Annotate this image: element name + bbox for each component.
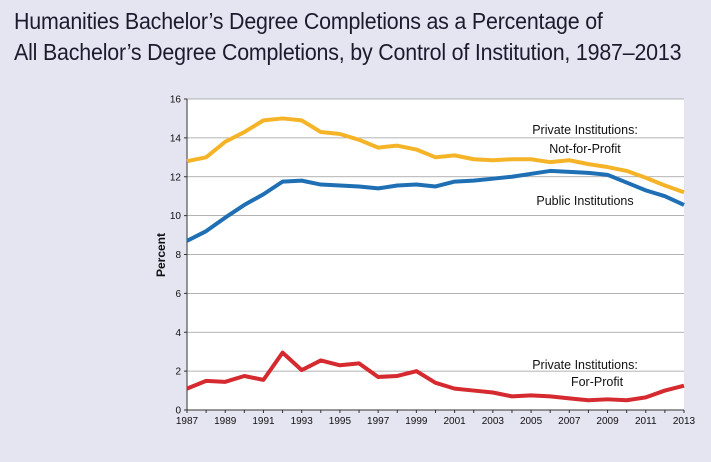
annotation-for-profit-line-2: For-Profit bbox=[571, 375, 624, 389]
y-tick-labels: 0 2 4 6 8 10 12 14 16 bbox=[170, 95, 182, 417]
chart-title-line-1: Humanities Bachelor’s Degree Completions… bbox=[14, 8, 603, 34]
x-tick-label-2001: 2001 bbox=[443, 416, 466, 427]
y-tick-label-6: 6 bbox=[175, 289, 181, 300]
x-tick-label-1987: 1987 bbox=[176, 416, 199, 427]
y-tick-label-10: 10 bbox=[170, 211, 182, 222]
annotation-for-profit-line-1: Private Institutions: bbox=[532, 358, 638, 372]
y-tick-label-12: 12 bbox=[170, 172, 182, 183]
series-line-for_profit bbox=[186, 350, 685, 403]
x-tick-label-2009: 2009 bbox=[596, 416, 619, 427]
y-tick-label-2: 2 bbox=[175, 367, 181, 378]
axes bbox=[184, 98, 685, 413]
x-tick-label-1997: 1997 bbox=[367, 416, 390, 427]
x-tick-labels: 1987 1989 1991 1993 1995 1997 1999 2001 2003 2005… bbox=[176, 416, 696, 427]
annotation-not-for-profit-line-1: Private Institutions: bbox=[532, 123, 638, 137]
annotation-public: Public Institutions bbox=[536, 194, 633, 208]
series-line-not_for_profit bbox=[186, 116, 685, 195]
x-tick-label-2011: 2011 bbox=[635, 416, 657, 427]
x-tick-label-1995: 1995 bbox=[329, 416, 352, 427]
x-tick-label-2007: 2007 bbox=[558, 416, 581, 427]
y-tick-label-8: 8 bbox=[175, 250, 181, 261]
y-tick-label-16: 16 bbox=[170, 95, 182, 106]
x-tick-label-1991: 1991 bbox=[252, 416, 275, 427]
gridlines bbox=[187, 98, 684, 372]
y-tick-label-0: 0 bbox=[175, 406, 181, 417]
chart-title: Humanities Bachelor’s Degree Completions… bbox=[14, 6, 682, 68]
y-tick-label-4: 4 bbox=[175, 328, 181, 339]
annotation-not-for-profit-line-2: Not-for-Profit bbox=[549, 142, 621, 156]
y-axis-label: Percent bbox=[154, 233, 168, 277]
series-line-public bbox=[186, 168, 685, 243]
x-tick-label-1993: 1993 bbox=[291, 416, 314, 427]
y-tick-label-14: 14 bbox=[170, 133, 182, 144]
x-tick-label-1989: 1989 bbox=[214, 416, 237, 427]
chart-title-line-2: All Bachelor’s Degree Completions, by Co… bbox=[14, 39, 682, 65]
series-annotations: Private Institutions: Not-for-Profit Pub… bbox=[532, 123, 638, 389]
x-tick-label-2005: 2005 bbox=[520, 416, 543, 427]
x-tick-label-2013: 2013 bbox=[673, 416, 696, 427]
x-tick-label-1999: 1999 bbox=[405, 416, 428, 427]
series-lines bbox=[186, 116, 685, 403]
x-tick-label-2003: 2003 bbox=[482, 416, 505, 427]
